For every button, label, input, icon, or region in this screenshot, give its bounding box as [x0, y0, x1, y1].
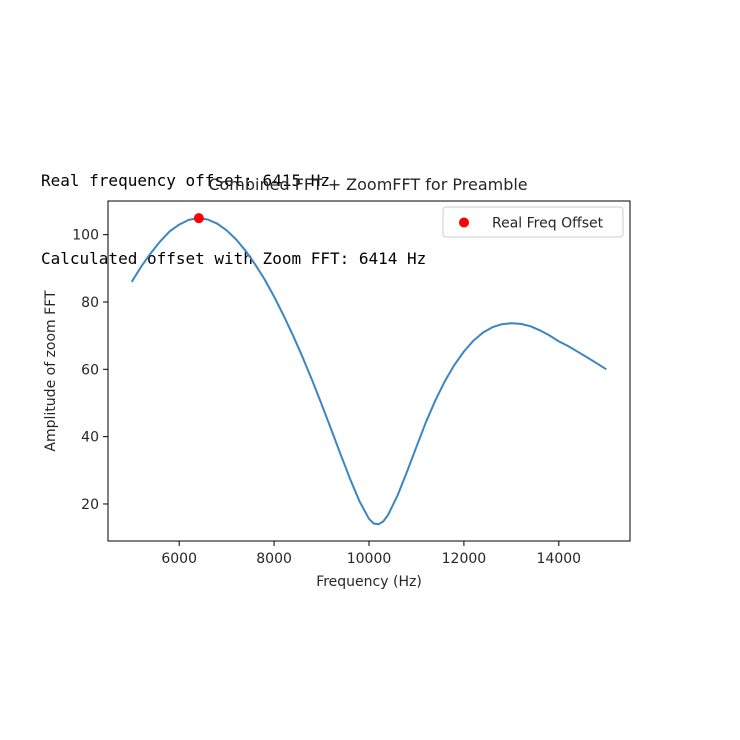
calculated-offset-line: Calculated offset with Zoom FFT: 6414 Hz — [41, 249, 427, 268]
y-tick-label: 60 — [81, 362, 99, 378]
real-offset-line: Real frequency offset: 6415 Hz — [41, 171, 330, 190]
console-output: Real frequency offset: 6415 Hz Calculate… — [41, 116, 426, 298]
legend-label: Real Freq Offset — [492, 216, 604, 232]
y-tick-label: 20 — [81, 497, 99, 513]
x-tick-label: 8000 — [256, 551, 292, 567]
y-axis-label: Amplitude of zoom FFT — [43, 290, 59, 452]
x-axis-ticks: 6000 8000 10000 12000 14000 — [161, 541, 581, 567]
y-axis-ticks: 20 40 60 80 100 — [72, 228, 108, 513]
chart-title: Combined FFT + ZoomFFT for Preamble — [208, 175, 527, 194]
x-tick-label: 10000 — [347, 551, 392, 567]
axes-frame — [107, 200, 631, 542]
y-tick-label: 80 — [81, 295, 99, 311]
x-tick-label: 6000 — [161, 551, 197, 567]
legend: Real Freq Offset — [442, 206, 624, 238]
legend-box — [442, 206, 624, 238]
x-tick-label: 12000 — [442, 551, 487, 567]
plot-area — [130, 213, 607, 526]
x-axis-label: Frequency (Hz) — [316, 574, 422, 590]
real-offset-point — [193, 213, 204, 224]
y-tick-label: 100 — [72, 228, 99, 244]
amplitude-line — [130, 217, 607, 526]
legend-marker — [459, 217, 469, 228]
x-tick-label: 14000 — [537, 551, 582, 567]
y-tick-label: 40 — [81, 430, 99, 446]
